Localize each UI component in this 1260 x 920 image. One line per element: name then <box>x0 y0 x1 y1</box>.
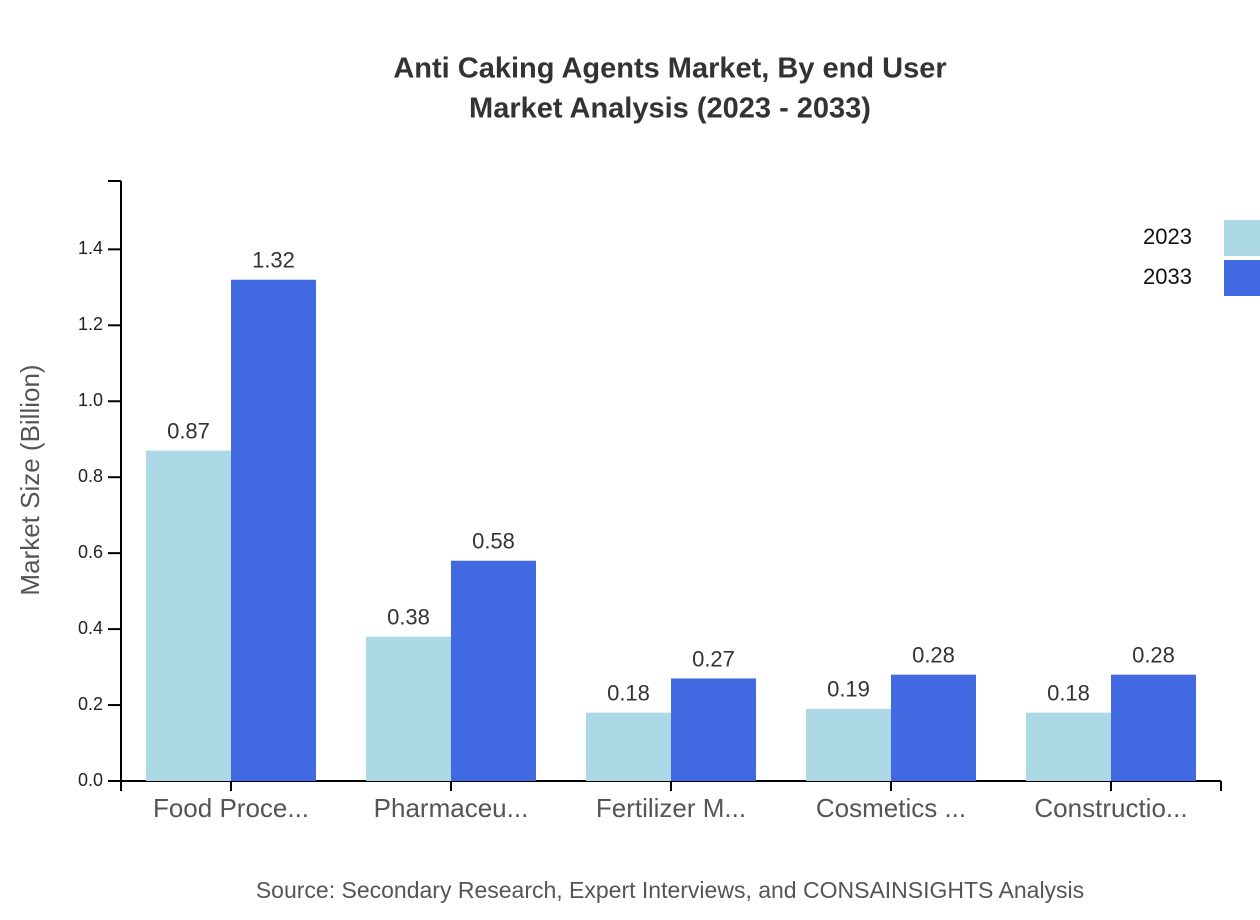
bar <box>671 678 756 781</box>
x-tick-label: Constructio... <box>1034 793 1187 823</box>
value-label: 0.19 <box>827 677 870 702</box>
y-tick-label: 1.2 <box>78 314 103 334</box>
legend-swatch <box>1224 260 1260 296</box>
value-label: 0.18 <box>607 680 650 705</box>
bar <box>1111 674 1196 781</box>
bar <box>806 708 891 781</box>
bar <box>1026 712 1111 781</box>
y-axis-label: Market Size (Billion) <box>15 364 45 595</box>
bar <box>891 674 976 781</box>
chart-title: Anti Caking Agents Market, By end User <box>393 53 946 85</box>
bar <box>366 636 451 781</box>
value-label: 0.28 <box>1132 642 1175 667</box>
bar <box>146 450 231 781</box>
y-tick-label: 1.4 <box>78 238 103 258</box>
legend-swatch <box>1224 220 1260 256</box>
value-label: 0.27 <box>692 646 735 671</box>
bar <box>231 279 316 781</box>
x-tick-label: Food Proce... <box>153 793 309 823</box>
legend-label: 2023 <box>1143 224 1192 249</box>
legend-label: 2033 <box>1143 264 1192 289</box>
bar <box>451 560 536 781</box>
y-tick-label: 0.6 <box>78 542 103 562</box>
source-note: Source: Secondary Research, Expert Inter… <box>256 877 1084 903</box>
value-label: 0.38 <box>387 605 430 630</box>
y-tick-label: 1.0 <box>78 390 103 410</box>
bar <box>586 712 671 781</box>
y-tick-label: 0.8 <box>78 466 103 486</box>
value-label: 1.32 <box>252 248 295 273</box>
chart-title: Market Analysis (2023 - 2033) <box>469 93 871 125</box>
value-label: 0.28 <box>912 642 955 667</box>
value-label: 0.58 <box>472 529 515 554</box>
x-tick-label: Fertilizer M... <box>596 793 746 823</box>
x-tick-label: Pharmaceu... <box>374 793 529 823</box>
y-tick-label: 0.4 <box>78 618 103 638</box>
y-tick-label: 0.0 <box>78 770 103 790</box>
value-label: 0.87 <box>167 418 210 443</box>
value-label: 0.18 <box>1047 680 1090 705</box>
y-tick-label: 0.2 <box>78 694 103 714</box>
x-tick-label: Cosmetics ... <box>816 793 966 823</box>
